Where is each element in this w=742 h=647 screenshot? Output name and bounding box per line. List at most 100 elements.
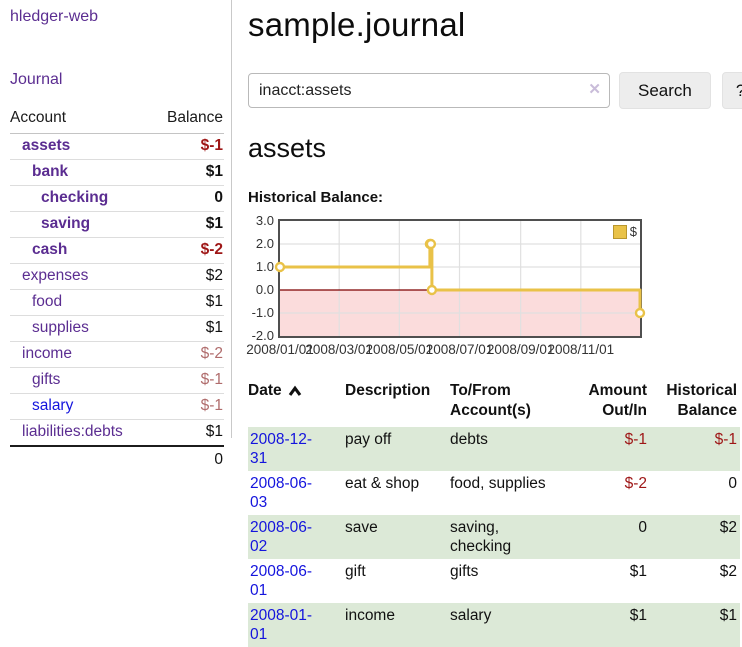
chart-legend: $ — [612, 224, 637, 239]
x-axis-tick-label: 2008/07/01 — [425, 342, 494, 357]
transaction-date-cell: 2008-12-31 — [248, 427, 345, 471]
transaction-amount: $-2 — [624, 475, 647, 492]
account-link-assets[interactable]: assets — [22, 137, 71, 154]
data-point-marker — [425, 238, 437, 250]
brand-link[interactable]: hledger-web — [10, 8, 99, 25]
account-link-expenses[interactable]: expenses — [22, 267, 89, 284]
account-link-liabilities-debts[interactable]: liabilities:debts — [22, 423, 123, 440]
account-link-supplies[interactable]: supplies — [32, 319, 89, 336]
transaction-description: gift — [345, 563, 366, 580]
help-button[interactable]: ? — [721, 72, 742, 109]
date-link[interactable]: 2008-06-01 — [250, 563, 313, 599]
account-row: expenses $2 — [10, 263, 224, 290]
date-link[interactable]: 2008-12-31 — [250, 431, 313, 467]
nav-journal-link[interactable]: Journal — [10, 71, 63, 88]
account-cell: saving — [10, 211, 153, 238]
clear-search-icon[interactable]: ✕ — [588, 81, 601, 98]
column-header-description: Description — [345, 379, 450, 427]
account-cell: bank — [10, 159, 153, 186]
account-link-food[interactable]: food — [32, 293, 63, 310]
y-axis-tick-label: 1.0 — [255, 259, 274, 274]
account-balance: $1 — [152, 159, 224, 186]
transaction-description: eat & shop — [345, 475, 420, 492]
transaction-balance: 0 — [728, 475, 737, 492]
data-point-marker — [634, 307, 646, 319]
account-balance: $1 — [152, 211, 224, 238]
transaction-amount: $1 — [629, 563, 647, 580]
account-cell: income — [10, 341, 153, 368]
accounts-total-value: 0 — [152, 445, 224, 473]
sidebar: hledger-web Journal Account Balance asse… — [0, 0, 232, 473]
data-point-marker — [426, 284, 438, 296]
column-header-historical: Historical Balance — [650, 379, 740, 427]
transaction-row: 2008-12-31 pay off debts $-1 $-1 — [248, 427, 740, 471]
account-row: checking 0 — [10, 185, 224, 212]
account-link-salary[interactable]: salary — [32, 397, 74, 414]
account-row: bank $1 — [10, 159, 224, 186]
date-link[interactable]: 2008-06-03 — [250, 475, 313, 511]
account-row: assets $-1 — [10, 133, 224, 160]
transaction-accounts: saving, checking — [450, 515, 577, 559]
account-balance: $-2 — [152, 341, 224, 368]
account-link-saving[interactable]: saving — [41, 215, 91, 232]
account-row: gifts $-1 — [10, 367, 224, 394]
account-row: income $-2 — [10, 341, 224, 368]
account-row: supplies $1 — [10, 315, 224, 342]
transaction-accounts: gifts — [450, 563, 479, 580]
y-axis-tick-label: 0.0 — [255, 282, 274, 297]
search-button[interactable]: Search — [619, 72, 711, 109]
account-balance: $1 — [205, 423, 223, 440]
account-link-income[interactable]: income — [22, 345, 72, 362]
transaction-date-cell: 2008-06-01 — [248, 559, 345, 603]
account-cell: liabilities:debts — [10, 420, 153, 447]
column-header-label-line2: Balance — [677, 402, 737, 419]
column-header-label-line2: Out/In — [602, 402, 647, 419]
account-row: cash $-2 — [10, 237, 224, 264]
account-link-checking[interactable]: checking — [41, 189, 109, 206]
transaction-row: 2008-06-02 save saving, checking 0 $2 — [248, 515, 740, 559]
y-axis-tick-label: 3.0 — [255, 213, 274, 228]
legend-swatch — [612, 224, 627, 239]
account-balance: $-2 — [152, 237, 224, 264]
transaction-description: income — [345, 603, 450, 647]
legend-label: $ — [629, 224, 637, 239]
transaction-row: 2008-06-03 eat & shop food, supplies $-2 0 — [248, 471, 740, 515]
x-axis-tick-label: 2008/03/01 — [305, 342, 373, 357]
account-cell: food — [10, 289, 153, 316]
column-header-label: Amount — [588, 382, 647, 399]
date-link[interactable]: 2008-01-01 — [250, 607, 313, 643]
search-input[interactable] — [248, 73, 610, 108]
transaction-balance: $2 — [719, 563, 737, 580]
transaction-accounts: food, supplies — [450, 475, 546, 492]
transaction-amount: $1 — [577, 603, 650, 647]
transaction-balance: $2 — [650, 515, 740, 559]
account-balance: $-1 — [152, 367, 224, 394]
account-balance: $-1 — [152, 393, 224, 420]
account-link-bank[interactable]: bank — [32, 163, 69, 180]
account-cell: assets — [10, 133, 153, 160]
transaction-date-cell: 2008-06-03 — [248, 471, 345, 515]
account-balance: 0 — [152, 185, 224, 212]
page-title: sample.journal — [248, 6, 466, 43]
account-balance: $1 — [152, 315, 224, 342]
y-axis-tick-label: -2.0 — [251, 328, 274, 343]
transaction-accounts: salary — [450, 603, 577, 647]
column-header-to-from: To/From Account(s) — [450, 379, 577, 427]
account-cell: gifts — [10, 367, 153, 394]
accounts-header-account: Account — [10, 105, 153, 134]
account-link-gifts[interactable]: gifts — [32, 371, 61, 388]
transaction-date-cell: 2008-06-02 — [248, 515, 345, 559]
sort-ascending-icon — [288, 382, 302, 402]
accounts-header-balance: Balance — [152, 105, 224, 134]
account-cell: checking — [10, 185, 153, 212]
data-point-marker — [274, 261, 286, 273]
column-header-date[interactable]: Date — [248, 379, 345, 427]
account-link-cash[interactable]: cash — [32, 241, 68, 258]
account-balance: $1 — [152, 289, 224, 316]
date-link[interactable]: 2008-06-02 — [250, 519, 313, 555]
column-header-label: To/From — [450, 382, 511, 399]
transaction-accounts: debts — [450, 427, 577, 471]
column-header-amount: Amount Out/In — [577, 379, 650, 427]
accounts-table: Account Balance assets $-1 bank $1 checking 0… — [10, 105, 224, 473]
